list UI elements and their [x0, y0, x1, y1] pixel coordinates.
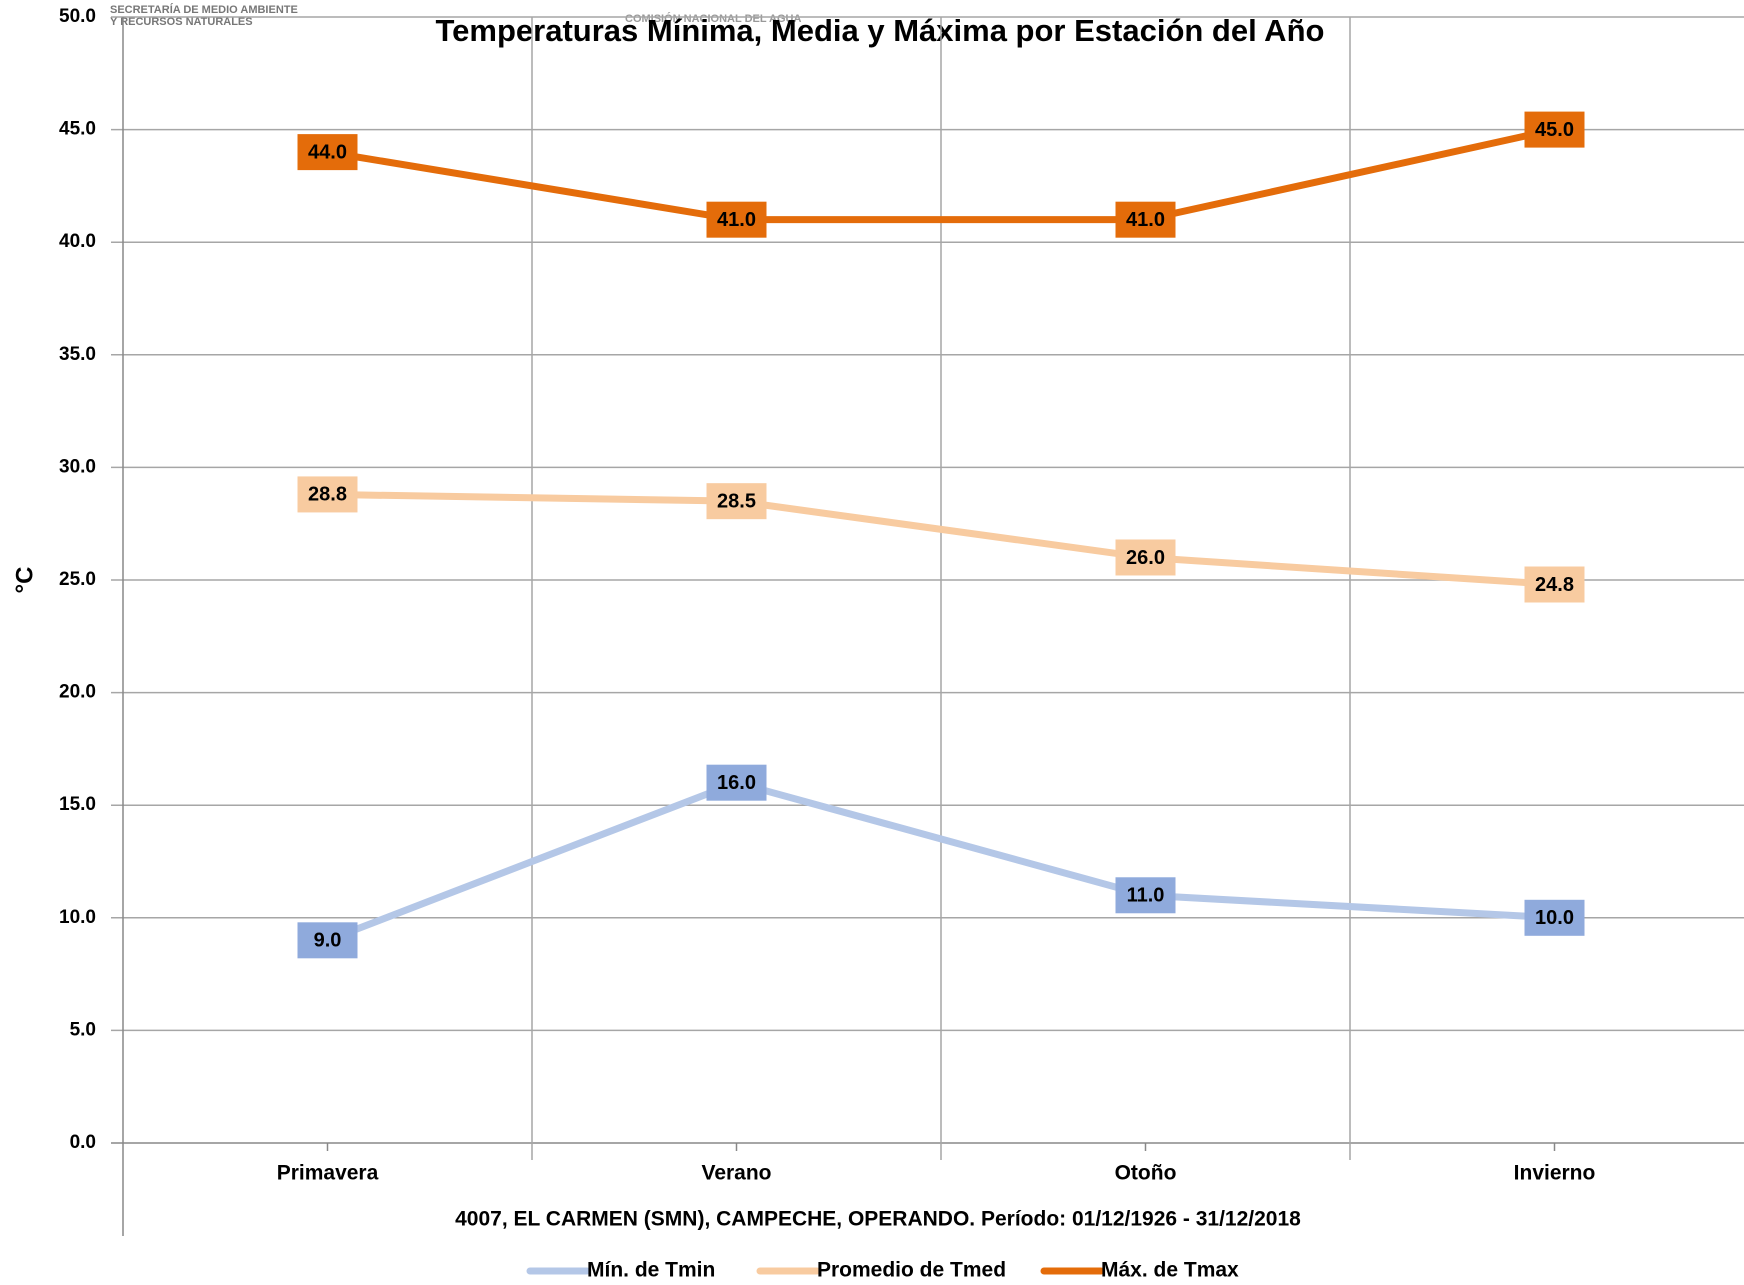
series-line: [326, 778, 1555, 944]
data-label-box: [706, 764, 767, 801]
agency: SECRETARÍA DE MEDIO AMBIENTE: [110, 3, 298, 16]
y-tick-label: 20.0: [59, 682, 96, 703]
y-tick-label: 35.0: [59, 344, 96, 365]
data-label: 41.0: [1126, 209, 1165, 231]
data-label: 10.0: [1535, 907, 1574, 929]
legend-label: Mín. de Tmin: [587, 1259, 715, 1282]
data-label: 28.5: [717, 490, 756, 512]
data-label-box: [706, 483, 767, 520]
y-tick-label: 50.0: [59, 6, 96, 27]
y-tick-label: 45.0: [59, 119, 96, 140]
data-label: 9.0: [314, 930, 342, 952]
legend-label: Promedio de Tmed: [817, 1259, 1006, 1282]
data-label: 41.0: [717, 209, 756, 231]
x-tick-label: Verano: [701, 1162, 771, 1185]
y-axis-label: °C: [11, 567, 38, 594]
x-axis-label: 4007, EL CARMEN (SMN), CAMPECHE, OPERAND…: [455, 1208, 1301, 1231]
data-label: 44.0: [308, 141, 347, 163]
x-tick-label: Primavera: [277, 1162, 379, 1185]
data-label: 16.0: [717, 772, 756, 794]
data-label-box: [1524, 899, 1585, 936]
y-tick-label: 10.0: [59, 907, 96, 928]
series-line: [326, 126, 1556, 224]
data-label-box: [1524, 566, 1585, 603]
legend-label: Máx. de Tmax: [1101, 1259, 1239, 1282]
y-tick-label: 30.0: [59, 456, 96, 477]
commission: COMISIÓN NACIONAL DEL AGUA: [625, 12, 801, 25]
y-tick-label: 5.0: [70, 1019, 96, 1040]
data-label: 24.8: [1535, 574, 1574, 596]
y-tick-label: 15.0: [59, 794, 96, 815]
y-tick-label: 0.0: [70, 1132, 96, 1153]
data-label-box: [1115, 877, 1176, 914]
data-label-box: [1524, 111, 1585, 148]
data-label: 45.0: [1535, 119, 1574, 141]
data-label-box: [1115, 539, 1176, 576]
x-tick-label: Otoño: [1115, 1162, 1177, 1185]
x-tick-label: Invierno: [1514, 1162, 1596, 1185]
agency-line2: Y RECURSOS NATURALES: [110, 16, 253, 28]
chart-title: Temperaturas Mínima, Media y Máxima por …: [436, 13, 1325, 48]
data-label: 26.0: [1126, 547, 1165, 569]
y-tick-label: 25.0: [59, 569, 96, 590]
data-label: 11.0: [1127, 885, 1165, 907]
data-label: 28.8: [308, 484, 347, 506]
y-tick-label: 40.0: [59, 231, 96, 252]
series-line: [327, 490, 1555, 588]
data-label-box: [297, 134, 358, 171]
data-label-box: [297, 476, 358, 513]
data-label-box: [706, 201, 767, 238]
data-label-box: [1115, 201, 1176, 238]
data-label-box: [297, 922, 358, 959]
